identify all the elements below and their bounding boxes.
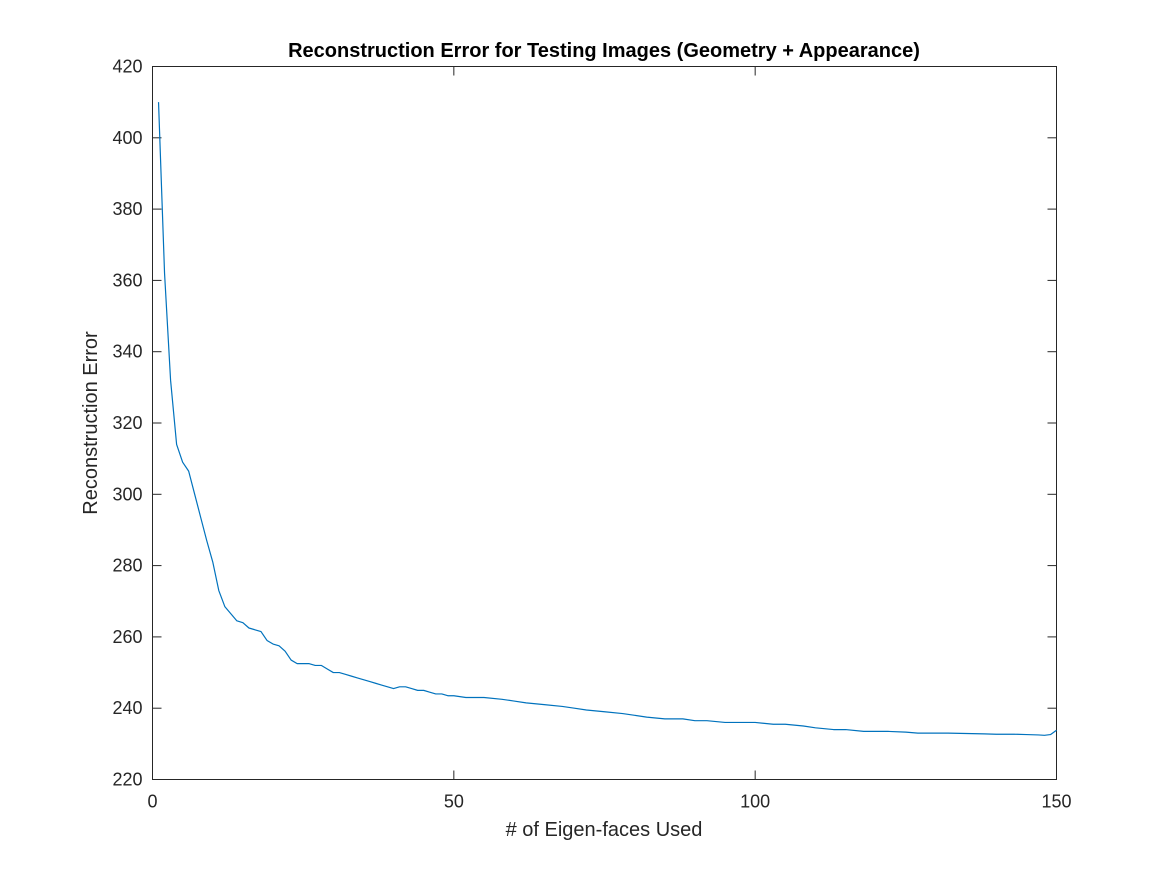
y-tick-label: 300 <box>112 484 142 504</box>
y-tick-label: 360 <box>112 270 142 290</box>
tick-labels: 0 50 100 150 220 240 260 280 300 320 340 360 380 400 4… <box>112 57 1071 812</box>
y-tick-label: 400 <box>112 128 142 148</box>
x-axis-label: # of Eigen-faces Used <box>506 819 703 841</box>
axis-ticks <box>152 66 1057 780</box>
plot-area <box>152 66 1057 780</box>
y-axis-label: Reconstruction Error <box>80 331 102 515</box>
y-tick-label: 260 <box>112 627 142 647</box>
y-tick-label: 340 <box>112 342 142 362</box>
y-tick-label: 380 <box>112 199 142 219</box>
y-tick-label: 320 <box>112 413 142 433</box>
x-tick-label: 50 <box>444 792 464 812</box>
x-tick-label: 0 <box>147 792 157 812</box>
y-tick-label: 240 <box>112 698 142 718</box>
series-line <box>157 102 1057 736</box>
x-tick-label: 150 <box>1041 792 1071 812</box>
y-tick-label: 220 <box>112 770 142 790</box>
x-tick-label: 100 <box>740 792 770 812</box>
chart-title: Reconstruction Error for Testing Images … <box>288 40 920 62</box>
y-tick-label: 280 <box>112 556 142 576</box>
y-tick-label: 420 <box>112 57 142 77</box>
